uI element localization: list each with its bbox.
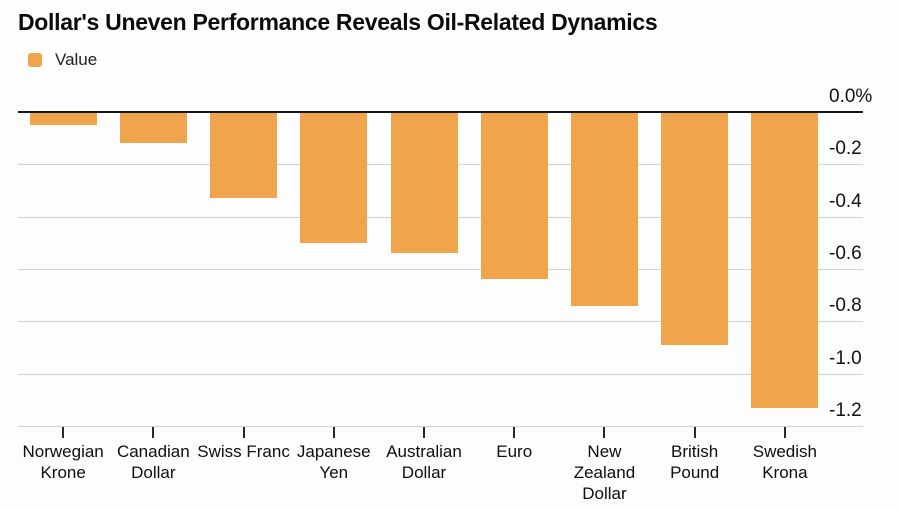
x-category-label: New Zealand Dollar (573, 442, 636, 503)
x-axis: Norwegian Krone Canadian Dollar Swiss Fran… (18, 426, 863, 510)
x-category-label: Canadian Dollar (116, 442, 190, 482)
gridline (18, 373, 863, 375)
bar-new-zealand-dollar (570, 112, 638, 306)
x-category-label: Australian Dollar (386, 442, 462, 482)
gridline (18, 426, 863, 427)
bar-norwegian-krone (29, 112, 97, 126)
bar-swedish-krona (751, 112, 819, 408)
x-axis-tick (62, 427, 65, 438)
bar-canadian-dollar (119, 112, 187, 144)
legend-label: Value (55, 50, 98, 69)
x-axis-tick (423, 427, 425, 438)
y-tick-label: -0.2 (829, 138, 862, 160)
x-axis-tick (783, 427, 786, 438)
gridline (18, 321, 863, 323)
x-category-label: Swiss Franc (197, 442, 290, 461)
plot-area (18, 111, 863, 427)
x-category-label: Japanese Yen (296, 442, 371, 482)
y-axis-labels: 0.0% -0.2 -0.4 -0.6 -0.8 -1.0 -1.2 (829, 0, 900, 510)
gridline (18, 269, 863, 270)
y-tick-label: -1.0 (829, 347, 862, 369)
x-axis-tick (513, 427, 516, 438)
y-tick-label: 0.0% (829, 86, 873, 107)
y-tick-label: -1.2 (829, 400, 862, 421)
x-axis-tick (332, 427, 335, 438)
bar-japanese-yen (300, 112, 368, 243)
x-axis-tick (603, 427, 606, 438)
x-category-label: Euro (496, 442, 533, 461)
zero-baseline (18, 111, 863, 113)
x-axis-tick (152, 427, 155, 438)
bar-euro (480, 112, 548, 280)
legend-swatch-icon (28, 53, 42, 67)
x-category-label: British Pound (670, 442, 720, 482)
bar-australian-dollar (390, 112, 458, 254)
x-axis-tick (693, 427, 696, 438)
y-tick-label: -0.8 (829, 295, 862, 317)
y-tick-label: -0.4 (829, 190, 862, 212)
bar-swiss-franc (210, 112, 278, 199)
x-category-label: Norwegian Krone (22, 442, 104, 482)
legend: Value (28, 50, 97, 70)
bar-british-pound (661, 112, 729, 345)
chart-title: Dollar's Uneven Performance Reveals Oil-… (18, 9, 658, 35)
y-tick-label: -0.6 (829, 243, 862, 264)
x-axis-tick (242, 427, 245, 438)
x-category-label: Swedish Krona (752, 442, 817, 482)
